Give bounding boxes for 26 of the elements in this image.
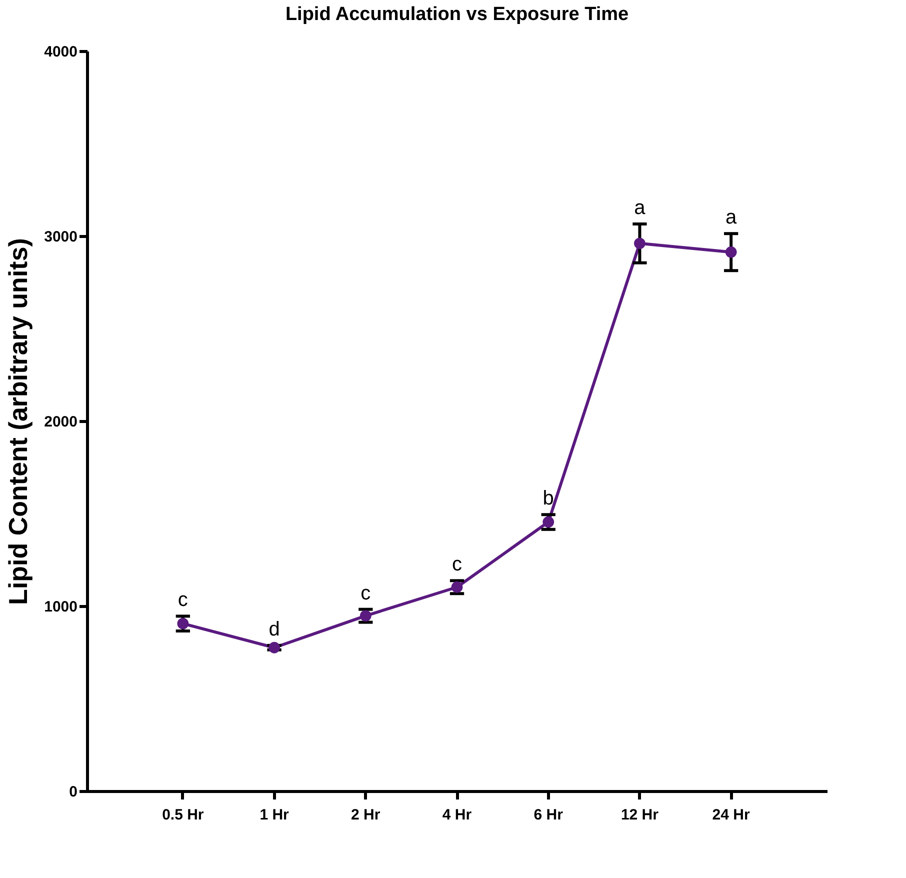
annotation: b xyxy=(542,488,554,510)
annotation: c xyxy=(360,582,371,604)
point xyxy=(360,610,372,622)
x-tick-label: 2 Hr xyxy=(351,806,380,824)
x-tick-label: 0.5 Hr xyxy=(162,806,204,824)
x-tick-label: 6 Hr xyxy=(534,806,564,824)
x-tick-label: 1 Hr xyxy=(260,806,290,824)
x-tick-label: 24 Hr xyxy=(712,806,750,824)
y-tick-label: 4000 xyxy=(44,44,78,60)
annotation: a xyxy=(634,196,646,219)
annotation: c xyxy=(178,589,188,612)
y-tick-label: 2000 xyxy=(44,414,78,430)
point xyxy=(725,246,737,258)
point xyxy=(177,618,189,630)
point xyxy=(542,516,554,528)
annotation: d xyxy=(268,618,280,640)
y-axis-title: Lipid Content (arbitrary units) xyxy=(3,238,34,605)
chart-title: Lipid Accumulation vs Exposure Time xyxy=(285,4,629,25)
y-tick-label: 0 xyxy=(69,784,78,800)
annotation: a xyxy=(726,206,738,229)
x-tick-label: 12 Hr xyxy=(620,806,659,824)
x-tick-label: 4 Hr xyxy=(442,806,472,824)
y-tick-label: 3000 xyxy=(44,228,78,246)
annotation: c xyxy=(452,554,462,576)
point xyxy=(634,238,646,250)
y-tick-label: 1000 xyxy=(44,598,78,616)
